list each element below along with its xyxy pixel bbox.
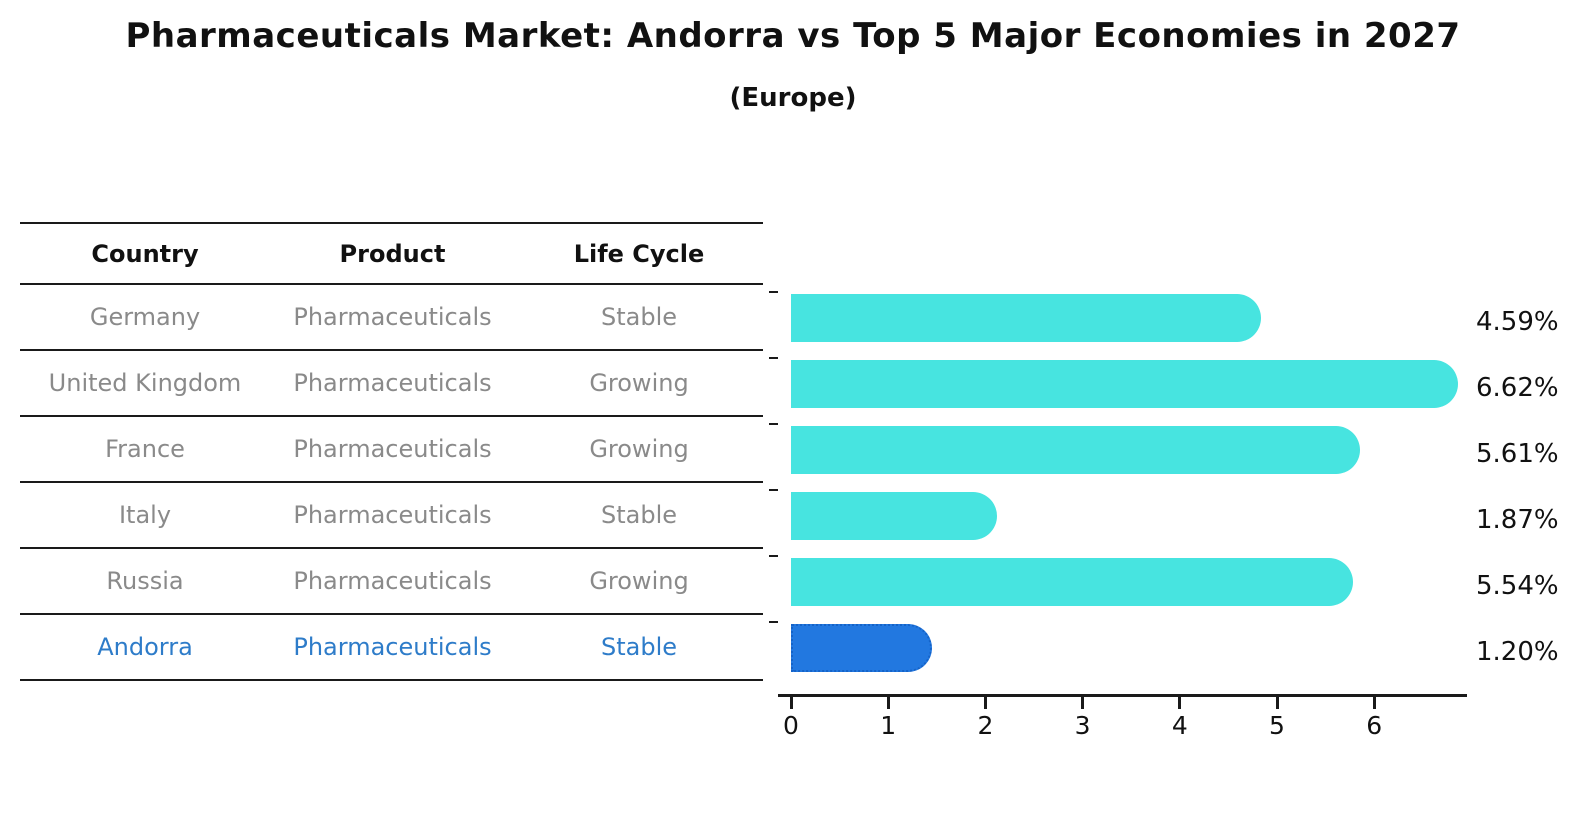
x-tick — [1372, 697, 1376, 709]
product-cell: Pharmaceuticals — [293, 633, 492, 661]
country-cell: Russia — [106, 567, 184, 595]
table-row: Russia Pharmaceuticals Growing — [20, 549, 763, 615]
bar-russia — [791, 558, 1353, 606]
value-label-andorra: 1.20% — [1476, 637, 1559, 667]
value-label-united-kingdom: 6.62% — [1476, 373, 1559, 403]
country-cell: France — [105, 435, 185, 463]
table-row: Italy Pharmaceuticals Stable — [20, 483, 763, 549]
life-cycle-cell: Growing — [589, 435, 689, 463]
country-cell: United Kingdom — [48, 369, 242, 397]
x-tick — [1178, 697, 1182, 709]
x-axis-line — [778, 694, 1467, 697]
x-tick-label: 6 — [1366, 711, 1383, 740]
product-cell: Pharmaceuticals — [293, 369, 492, 397]
bar-germany — [791, 294, 1261, 342]
table-row: Andorra Pharmaceuticals Stable — [20, 615, 763, 681]
table-row: Germany Pharmaceuticals Stable — [20, 285, 763, 351]
table-header-row: Country Product Life Cycle — [20, 222, 763, 285]
page-subtitle: (Europe) — [729, 83, 857, 113]
x-tick-label: 4 — [1171, 711, 1188, 740]
x-tick-label: 5 — [1269, 711, 1285, 740]
life-cycle-cell: Stable — [600, 303, 678, 331]
x-tick-label: 1 — [880, 711, 897, 740]
country-cell: Andorra — [97, 633, 193, 661]
x-tick — [1275, 697, 1279, 709]
table-row: France Pharmaceuticals Growing — [20, 417, 763, 483]
bar-andorra — [791, 624, 932, 672]
country-table: Country Product Life Cycle Germany Pharma… — [20, 222, 763, 681]
life-cycle-cell: Stable — [600, 501, 678, 529]
value-label-france: 5.61% — [1476, 439, 1559, 469]
life-cycle-cell: Growing — [589, 369, 689, 397]
life-cycle-cell: Stable — [600, 633, 678, 661]
page-title: Pharmaceuticals Market: Andorra vs Top 5… — [125, 16, 1461, 56]
life-cycle-cell: Growing — [589, 567, 689, 595]
bar-united-kingdom — [791, 360, 1458, 408]
x-tick-label: 2 — [977, 711, 994, 740]
y-axis-tick — [769, 489, 778, 491]
y-axis-tick — [769, 357, 778, 359]
y-axis-tick — [769, 555, 778, 557]
x-tick — [1081, 697, 1085, 709]
y-axis-tick — [769, 621, 778, 623]
product-cell: Pharmaceuticals — [293, 567, 492, 595]
value-label-germany: 4.59% — [1476, 307, 1559, 337]
x-tick-label: 0 — [783, 711, 799, 740]
x-tick-label: 3 — [1074, 711, 1091, 740]
table-row: United Kingdom Pharmaceuticals Growing — [20, 351, 763, 417]
x-tick — [983, 697, 987, 709]
column-header-country: Country — [91, 239, 199, 268]
product-cell: Pharmaceuticals — [293, 303, 492, 331]
product-cell: Pharmaceuticals — [293, 501, 492, 529]
value-label-russia: 5.54% — [1476, 571, 1559, 601]
y-axis-tick — [769, 291, 778, 293]
table-body: Germany Pharmaceuticals Stable United Kingd… — [20, 285, 763, 681]
country-cell: Italy — [118, 501, 172, 529]
x-tick — [789, 697, 793, 709]
value-label-italy: 1.87% — [1476, 505, 1559, 535]
product-cell: Pharmaceuticals — [293, 435, 492, 463]
y-axis-tick — [769, 423, 778, 425]
country-cell: Germany — [89, 303, 201, 331]
column-header-product: Product — [339, 239, 446, 268]
x-tick — [886, 697, 890, 709]
column-header-life-cycle: Life Cycle — [573, 239, 705, 268]
bar-france — [791, 426, 1360, 474]
bar-italy — [791, 492, 997, 540]
